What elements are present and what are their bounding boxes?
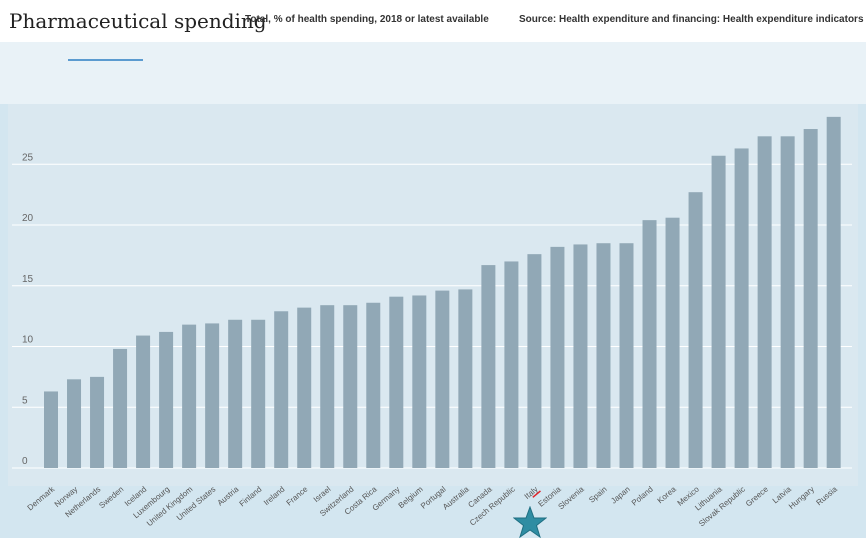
bar-iceland[interactable] xyxy=(136,335,151,468)
bar-hungary[interactable] xyxy=(803,129,818,468)
bar-united-states[interactable] xyxy=(205,323,220,468)
bar-slovenia[interactable] xyxy=(573,244,588,468)
bar-czech-republic[interactable] xyxy=(504,261,519,468)
bar-spain[interactable] xyxy=(596,243,611,468)
bar-greece[interactable] xyxy=(757,136,772,468)
bar-norway[interactable] xyxy=(67,379,82,468)
x-tick-label: Poland xyxy=(630,485,655,508)
bar-france[interactable] xyxy=(297,307,312,468)
bar-mexico[interactable] xyxy=(688,192,703,468)
y-tick-label: 5 xyxy=(22,395,28,406)
bar-denmark[interactable] xyxy=(44,391,58,468)
bars xyxy=(44,116,841,469)
bar-finland[interactable] xyxy=(251,319,266,468)
chart-source[interactable]: Source: Health expenditure and financing… xyxy=(519,14,864,25)
bar-japan[interactable] xyxy=(619,243,634,468)
y-tick-label: 25 xyxy=(22,152,34,163)
bar-israel[interactable] xyxy=(320,305,335,468)
x-tick-label: Australia xyxy=(441,484,471,511)
bar-costa-rica[interactable] xyxy=(366,302,381,468)
highlight-underline xyxy=(532,490,541,498)
x-tick-label: Austria xyxy=(216,484,241,507)
bar-united-kingdom[interactable] xyxy=(182,324,197,468)
x-tick-label: Hungary xyxy=(787,485,816,511)
bar-canada[interactable] xyxy=(481,265,496,468)
y-tick-label: 20 xyxy=(22,213,34,224)
x-tick-label: Russia xyxy=(814,484,839,507)
bar-estonia[interactable] xyxy=(550,246,565,468)
bar-poland[interactable] xyxy=(642,220,657,468)
y-tick-label: 15 xyxy=(22,274,34,285)
x-tick-label: Korea xyxy=(656,484,679,505)
bar-korea[interactable] xyxy=(665,217,680,468)
bar-latvia[interactable] xyxy=(780,136,795,468)
chart-header: Pharmaceutical spending Total, % of heal… xyxy=(0,0,866,42)
x-tick-label: Slovenia xyxy=(556,484,586,511)
bar-austria[interactable] xyxy=(228,319,243,468)
chart-subtitle: Total, % of health spending, 2018 or lat… xyxy=(245,14,489,25)
star-icon xyxy=(513,506,547,538)
x-tick-label: Sweden xyxy=(97,485,125,510)
bar-australia[interactable] xyxy=(458,289,473,468)
bar-russia[interactable] xyxy=(826,116,841,469)
x-tick-label: Greece xyxy=(744,484,770,508)
x-tick-label: Spain xyxy=(587,485,608,505)
x-tick-label: Japan xyxy=(609,485,631,506)
chart-toolbar xyxy=(0,42,866,104)
bar-belgium[interactable] xyxy=(412,295,427,468)
bar-slovak-republic[interactable] xyxy=(734,148,749,468)
y-tick-label: 10 xyxy=(22,335,34,346)
x-tick-label: Ireland xyxy=(262,485,287,508)
active-tab-indicator xyxy=(68,59,143,61)
bar-luxembourg[interactable] xyxy=(159,331,174,468)
bar-germany[interactable] xyxy=(389,296,404,468)
bar-sweden[interactable] xyxy=(113,348,128,468)
bar-italy[interactable] xyxy=(527,254,542,468)
bar-portugal[interactable] xyxy=(435,290,450,468)
x-tick-labels: DenmarkNorwayNetherlandsSwedenIcelandLux… xyxy=(26,484,840,528)
bar-lithuania[interactable] xyxy=(711,155,726,468)
chart-title: Pharmaceutical spending xyxy=(9,9,267,33)
y-tick-labels: 0 5 10 15 20 25 xyxy=(22,152,34,467)
bar-netherlands[interactable] xyxy=(90,376,105,468)
bar-ireland[interactable] xyxy=(274,311,289,468)
x-tick-label: Denmark xyxy=(26,484,57,512)
x-tick-label: France xyxy=(285,484,310,507)
y-tick-label: 0 xyxy=(22,456,28,467)
bar-switzerland[interactable] xyxy=(343,305,358,468)
x-tick-label: Finland xyxy=(238,485,264,509)
